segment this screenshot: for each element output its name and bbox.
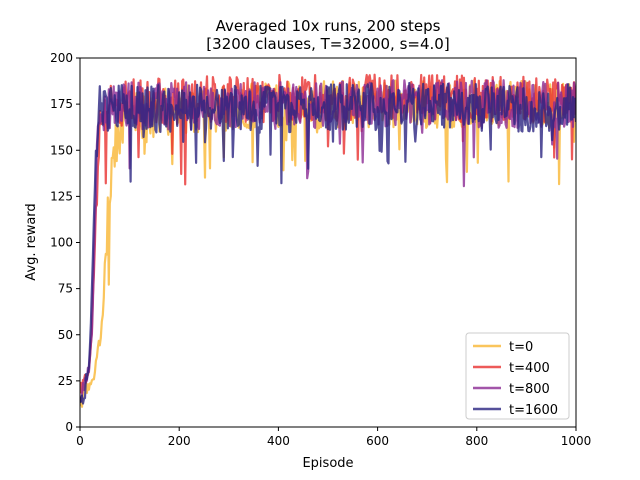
chart-title-line-1: Averaged 10x runs, 200 steps xyxy=(216,17,441,35)
y-tick-label: 0 xyxy=(65,420,73,434)
y-tick-label: 100 xyxy=(50,236,73,250)
y-tick-label: 175 xyxy=(50,97,73,111)
legend-label: t=800 xyxy=(509,382,550,397)
x-tick-label: 400 xyxy=(267,434,290,448)
legend: t=0 t=400 t=800 t=1600 xyxy=(465,332,570,420)
x-axis: 0 200 400 600 800 1000 xyxy=(76,427,591,448)
y-tick-label: 150 xyxy=(50,143,73,157)
y-axis-label: Avg. reward xyxy=(24,203,39,280)
x-tick-label: 1000 xyxy=(561,434,592,448)
y-tick-label: 25 xyxy=(58,374,73,388)
y-tick-label: 125 xyxy=(50,189,73,203)
x-tick-label: 200 xyxy=(168,434,191,448)
series-line-t-1600 xyxy=(80,81,576,405)
y-axis: 0 25 50 75 100 125 150 175 200 xyxy=(50,51,80,434)
legend-label: t=0 xyxy=(509,340,533,355)
legend-label: t=1600 xyxy=(509,403,558,418)
chart-title-line-2: [3200 clauses, T=32000, s=4.0] xyxy=(206,35,449,53)
x-tick-label: 600 xyxy=(366,434,389,448)
y-tick-label: 200 xyxy=(50,51,73,65)
legend-label: t=400 xyxy=(509,361,550,376)
legend-box xyxy=(465,332,570,420)
y-tick-label: 75 xyxy=(58,282,73,296)
x-tick-label: 0 xyxy=(76,434,84,448)
x-tick-label: 800 xyxy=(465,434,488,448)
series-layer xyxy=(80,73,576,408)
x-axis-label: Episode xyxy=(302,456,353,471)
y-tick-label: 50 xyxy=(58,328,73,342)
